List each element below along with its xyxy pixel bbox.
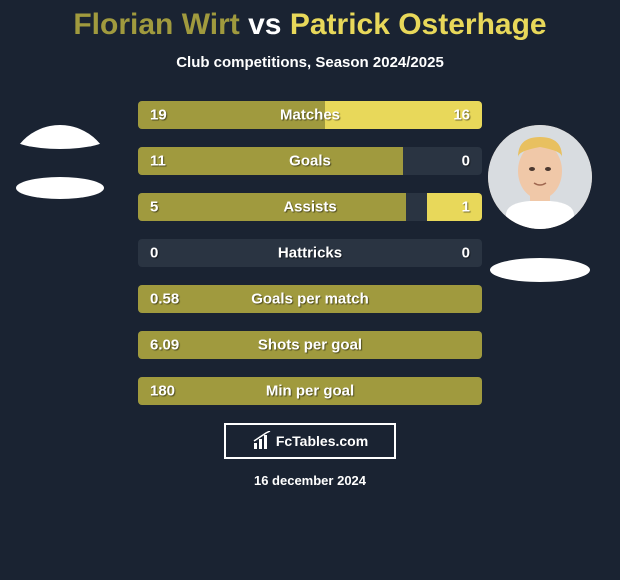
fctables-logo[interactable]: FcTables.com xyxy=(224,423,396,459)
logo-text: FcTables.com xyxy=(276,433,368,449)
stat-value-player1: 180 xyxy=(150,383,175,400)
stat-label: Hattricks xyxy=(278,245,342,262)
stat-value-player2: 0 xyxy=(462,245,470,262)
stat-row: 0 Hattricks 0 xyxy=(138,239,482,267)
stat-row: 11 Goals 0 xyxy=(138,147,482,175)
stat-label: Matches xyxy=(280,107,340,124)
chart-icon xyxy=(252,431,272,451)
player2-name: Patrick Osterhage xyxy=(290,8,547,41)
stat-label: Goals xyxy=(289,153,331,170)
stat-value-player1: 6.09 xyxy=(150,337,179,354)
stat-row: 5 Assists 1 xyxy=(138,193,482,221)
stat-row: 180 Min per goal xyxy=(138,377,482,405)
stat-label: Goals per match xyxy=(251,291,369,308)
stat-value-player1: 0.58 xyxy=(150,291,179,308)
stat-value-player2: 16 xyxy=(453,107,470,124)
bar-fill-player1 xyxy=(138,193,406,221)
player1-avatar xyxy=(8,125,112,229)
stat-label: Shots per goal xyxy=(258,337,362,354)
stat-label: Min per goal xyxy=(266,383,354,400)
bar-fill-player1 xyxy=(138,147,403,175)
subtitle: Club competitions, Season 2024/2025 xyxy=(0,54,620,71)
player2-club-badge xyxy=(490,258,590,282)
stat-value-player1: 5 xyxy=(150,199,158,216)
stat-value-player2: 0 xyxy=(462,153,470,170)
stat-row: 19 Matches 16 xyxy=(138,101,482,129)
player1-name: Florian Wirt xyxy=(73,8,239,41)
stat-value-player1: 19 xyxy=(150,107,167,124)
stat-row: 0.58 Goals per match xyxy=(138,285,482,313)
stat-label: Assists xyxy=(283,199,336,216)
date-text: 16 december 2024 xyxy=(0,473,620,488)
comparison-title: Florian Wirt vs Patrick Osterhage xyxy=(0,8,620,42)
stat-value-player1: 11 xyxy=(150,153,166,170)
vs-text: vs xyxy=(248,8,281,41)
stat-value-player1: 0 xyxy=(150,245,158,262)
bar-fill-player2 xyxy=(427,193,482,221)
player2-avatar xyxy=(488,125,592,229)
stats-bars: 19Matches1611Goals05Assists10Hattricks00… xyxy=(138,101,482,405)
stat-row: 6.09 Shots per goal xyxy=(138,331,482,359)
stat-value-player2: 1 xyxy=(462,199,470,216)
